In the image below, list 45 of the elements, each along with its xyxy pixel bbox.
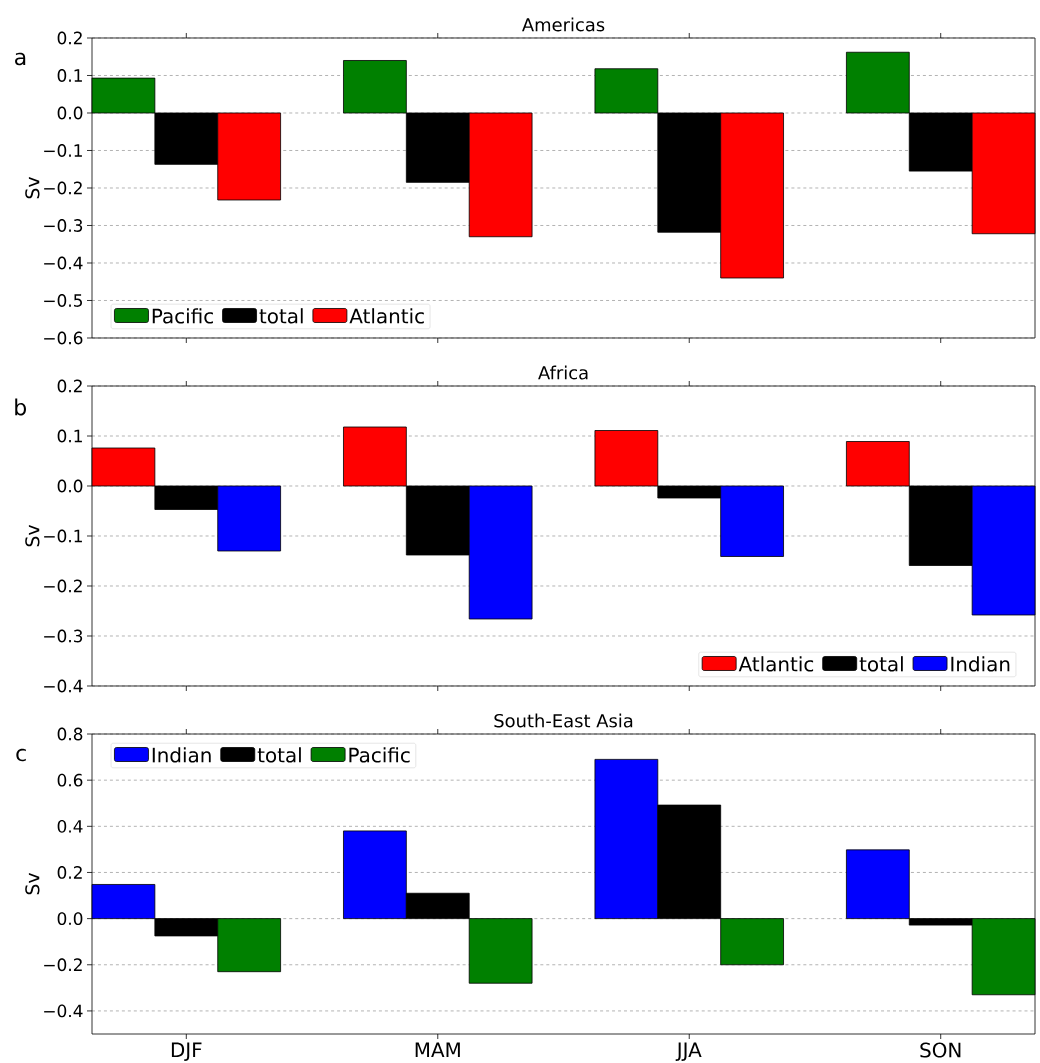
- x-tick-label: MAM: [415, 1042, 460, 1058]
- y-tick-label: −0.1: [44, 529, 82, 543]
- y-tick-label: 0.1: [57, 429, 82, 443]
- x-tick-label: JJA: [675, 1042, 702, 1062]
- y-tick-label: −0.2: [44, 181, 82, 195]
- y-tick-label: 0.4: [57, 819, 83, 833]
- legend-label: total: [259, 308, 303, 324]
- text: c: [16, 748, 26, 762]
- chart-title: Americas: [521, 17, 605, 32]
- y-axis-title: Sv: [25, 872, 40, 895]
- y-tick-label: 0.0: [57, 912, 83, 926]
- chart-title: South-East Asia: [494, 713, 633, 728]
- y-tick-label: 0.1: [57, 69, 82, 82]
- y-tick-label: −0.5: [44, 294, 82, 307]
- text: a: [15, 52, 26, 66]
- y-tick-label: −0.4: [44, 679, 83, 693]
- y-tick-label: −0.3: [44, 219, 83, 232]
- y-tick-label: 0.6: [57, 773, 83, 787]
- text: b: [15, 398, 26, 416]
- y-tick-label: −0.2: [44, 579, 82, 593]
- x-tick-label: SON: [920, 1042, 961, 1058]
- x-tick-label: DJF: [171, 1042, 202, 1062]
- chart-title: Africa: [538, 365, 588, 380]
- legend-label: total: [257, 747, 301, 763]
- legend-label: Pacific: [349, 747, 410, 763]
- y-tick-label: 0.0: [57, 479, 83, 493]
- y-tick-label: 0.0: [57, 106, 83, 120]
- y-tick-label: −0.1: [44, 144, 82, 157]
- y-tick-label: 0.2: [57, 379, 82, 393]
- legend-label: Pacific: [152, 308, 213, 324]
- y-axis-title: Sv: [25, 524, 40, 547]
- y-tick-label: −0.4: [44, 1004, 83, 1018]
- legend-label: Indian: [951, 656, 1010, 672]
- legend-label: Atlantic: [349, 308, 424, 324]
- legend-label: Atlantic: [738, 656, 814, 672]
- y-tick-label: −0.2: [44, 958, 82, 972]
- y-tick-label: −0.3: [44, 629, 83, 643]
- y-tick-label: 0.2: [57, 866, 82, 879]
- y-tick-label: −0.6: [44, 331, 83, 345]
- y-tick-label: 0.8: [57, 727, 83, 741]
- legend-label: Indian: [152, 747, 211, 763]
- y-tick-label: −0.4: [44, 256, 83, 270]
- legend-label: total: [859, 656, 903, 672]
- y-axis-title: Sv: [25, 176, 40, 199]
- y-tick-label: 0.2: [57, 31, 82, 45]
